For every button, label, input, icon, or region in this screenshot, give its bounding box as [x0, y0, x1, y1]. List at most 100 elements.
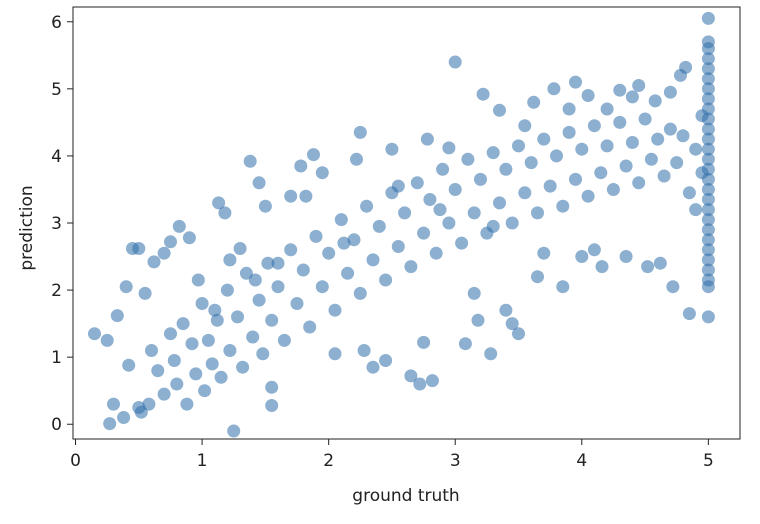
data-point — [556, 199, 570, 213]
data-point — [147, 255, 161, 269]
data-point — [223, 344, 237, 357]
data-point — [701, 162, 715, 176]
data-point — [575, 250, 589, 263]
data-point — [284, 189, 298, 203]
x-tick-label: 5 — [703, 451, 714, 471]
data-point — [448, 183, 462, 196]
data-point — [372, 219, 386, 233]
data-point — [474, 172, 487, 186]
data-point — [689, 203, 703, 217]
y-tick-label: 4 — [51, 147, 62, 167]
data-point — [261, 256, 275, 270]
data-point — [220, 283, 234, 297]
data-point — [701, 183, 715, 196]
x-axis-label: ground truth — [352, 486, 459, 506]
data-point — [442, 216, 456, 230]
data-point — [524, 156, 538, 170]
data-point — [214, 370, 228, 384]
data-point — [701, 203, 715, 217]
data-point — [119, 280, 133, 294]
data-point — [701, 310, 715, 324]
data-point — [461, 152, 475, 166]
data-point — [107, 397, 120, 411]
data-point — [543, 179, 557, 193]
data-point — [484, 347, 498, 361]
data-point — [505, 317, 519, 331]
data-point — [425, 374, 439, 388]
data-point — [423, 193, 437, 206]
data-point — [493, 103, 506, 117]
data-point — [328, 347, 342, 361]
data-point — [417, 226, 431, 240]
data-point — [151, 364, 165, 378]
data-point — [210, 313, 224, 327]
data-point — [182, 231, 196, 245]
data-point — [701, 11, 715, 25]
data-point — [404, 260, 418, 274]
data-point — [132, 242, 146, 255]
data-point — [657, 169, 671, 183]
data-point — [641, 260, 655, 274]
data-point — [625, 90, 639, 104]
data-point — [701, 142, 715, 156]
data-point — [512, 327, 525, 341]
data-point — [676, 129, 690, 143]
data-point — [600, 139, 614, 153]
data-point — [252, 293, 266, 307]
y-tick-label: 2 — [51, 281, 62, 301]
data-point — [307, 148, 320, 162]
data-point — [562, 125, 576, 139]
data-point — [442, 141, 456, 155]
x-tick-label: 3 — [450, 451, 461, 471]
data-point — [164, 327, 177, 341]
data-point — [208, 303, 222, 317]
data-point — [632, 79, 646, 92]
data-point — [303, 320, 317, 334]
data-point — [252, 176, 266, 190]
data-point — [246, 330, 260, 344]
data-point — [398, 206, 412, 220]
data-point — [467, 286, 481, 300]
data-point — [651, 132, 665, 146]
data-point — [205, 357, 219, 371]
data-point — [337, 236, 351, 250]
data-point — [122, 358, 136, 372]
data-point — [296, 263, 310, 277]
data-point — [600, 102, 614, 116]
data-point — [701, 152, 715, 166]
data-point — [385, 186, 399, 200]
data-point — [357, 344, 371, 357]
axes-layer: 0 1 2 3 4 5 0 1 2 3 4 5 6 — [51, 13, 714, 471]
data-point — [689, 142, 703, 156]
data-point — [701, 172, 715, 186]
data-point — [581, 189, 595, 203]
data-point — [663, 122, 677, 136]
data-point — [198, 384, 212, 398]
data-point — [309, 229, 323, 243]
data-point — [218, 206, 232, 220]
data-point — [648, 94, 662, 108]
data-point — [236, 360, 250, 374]
data-point — [385, 142, 399, 156]
data-point — [391, 240, 405, 253]
data-point — [486, 146, 500, 160]
data-point — [531, 270, 544, 284]
data-point — [433, 203, 447, 217]
data-point — [379, 273, 393, 287]
data-point — [679, 60, 693, 74]
data-point — [670, 156, 684, 170]
data-point — [223, 253, 237, 267]
data-point — [233, 242, 247, 255]
data-point — [294, 159, 308, 173]
plot-frame — [72, 6, 741, 440]
data-point — [176, 317, 190, 331]
data-point — [701, 233, 715, 247]
data-point — [265, 399, 279, 412]
data-point — [258, 199, 272, 213]
y-tick-label: 6 — [51, 13, 62, 33]
data-point — [701, 280, 715, 294]
data-point — [527, 95, 541, 109]
data-point — [701, 52, 715, 66]
data-point — [701, 92, 715, 106]
